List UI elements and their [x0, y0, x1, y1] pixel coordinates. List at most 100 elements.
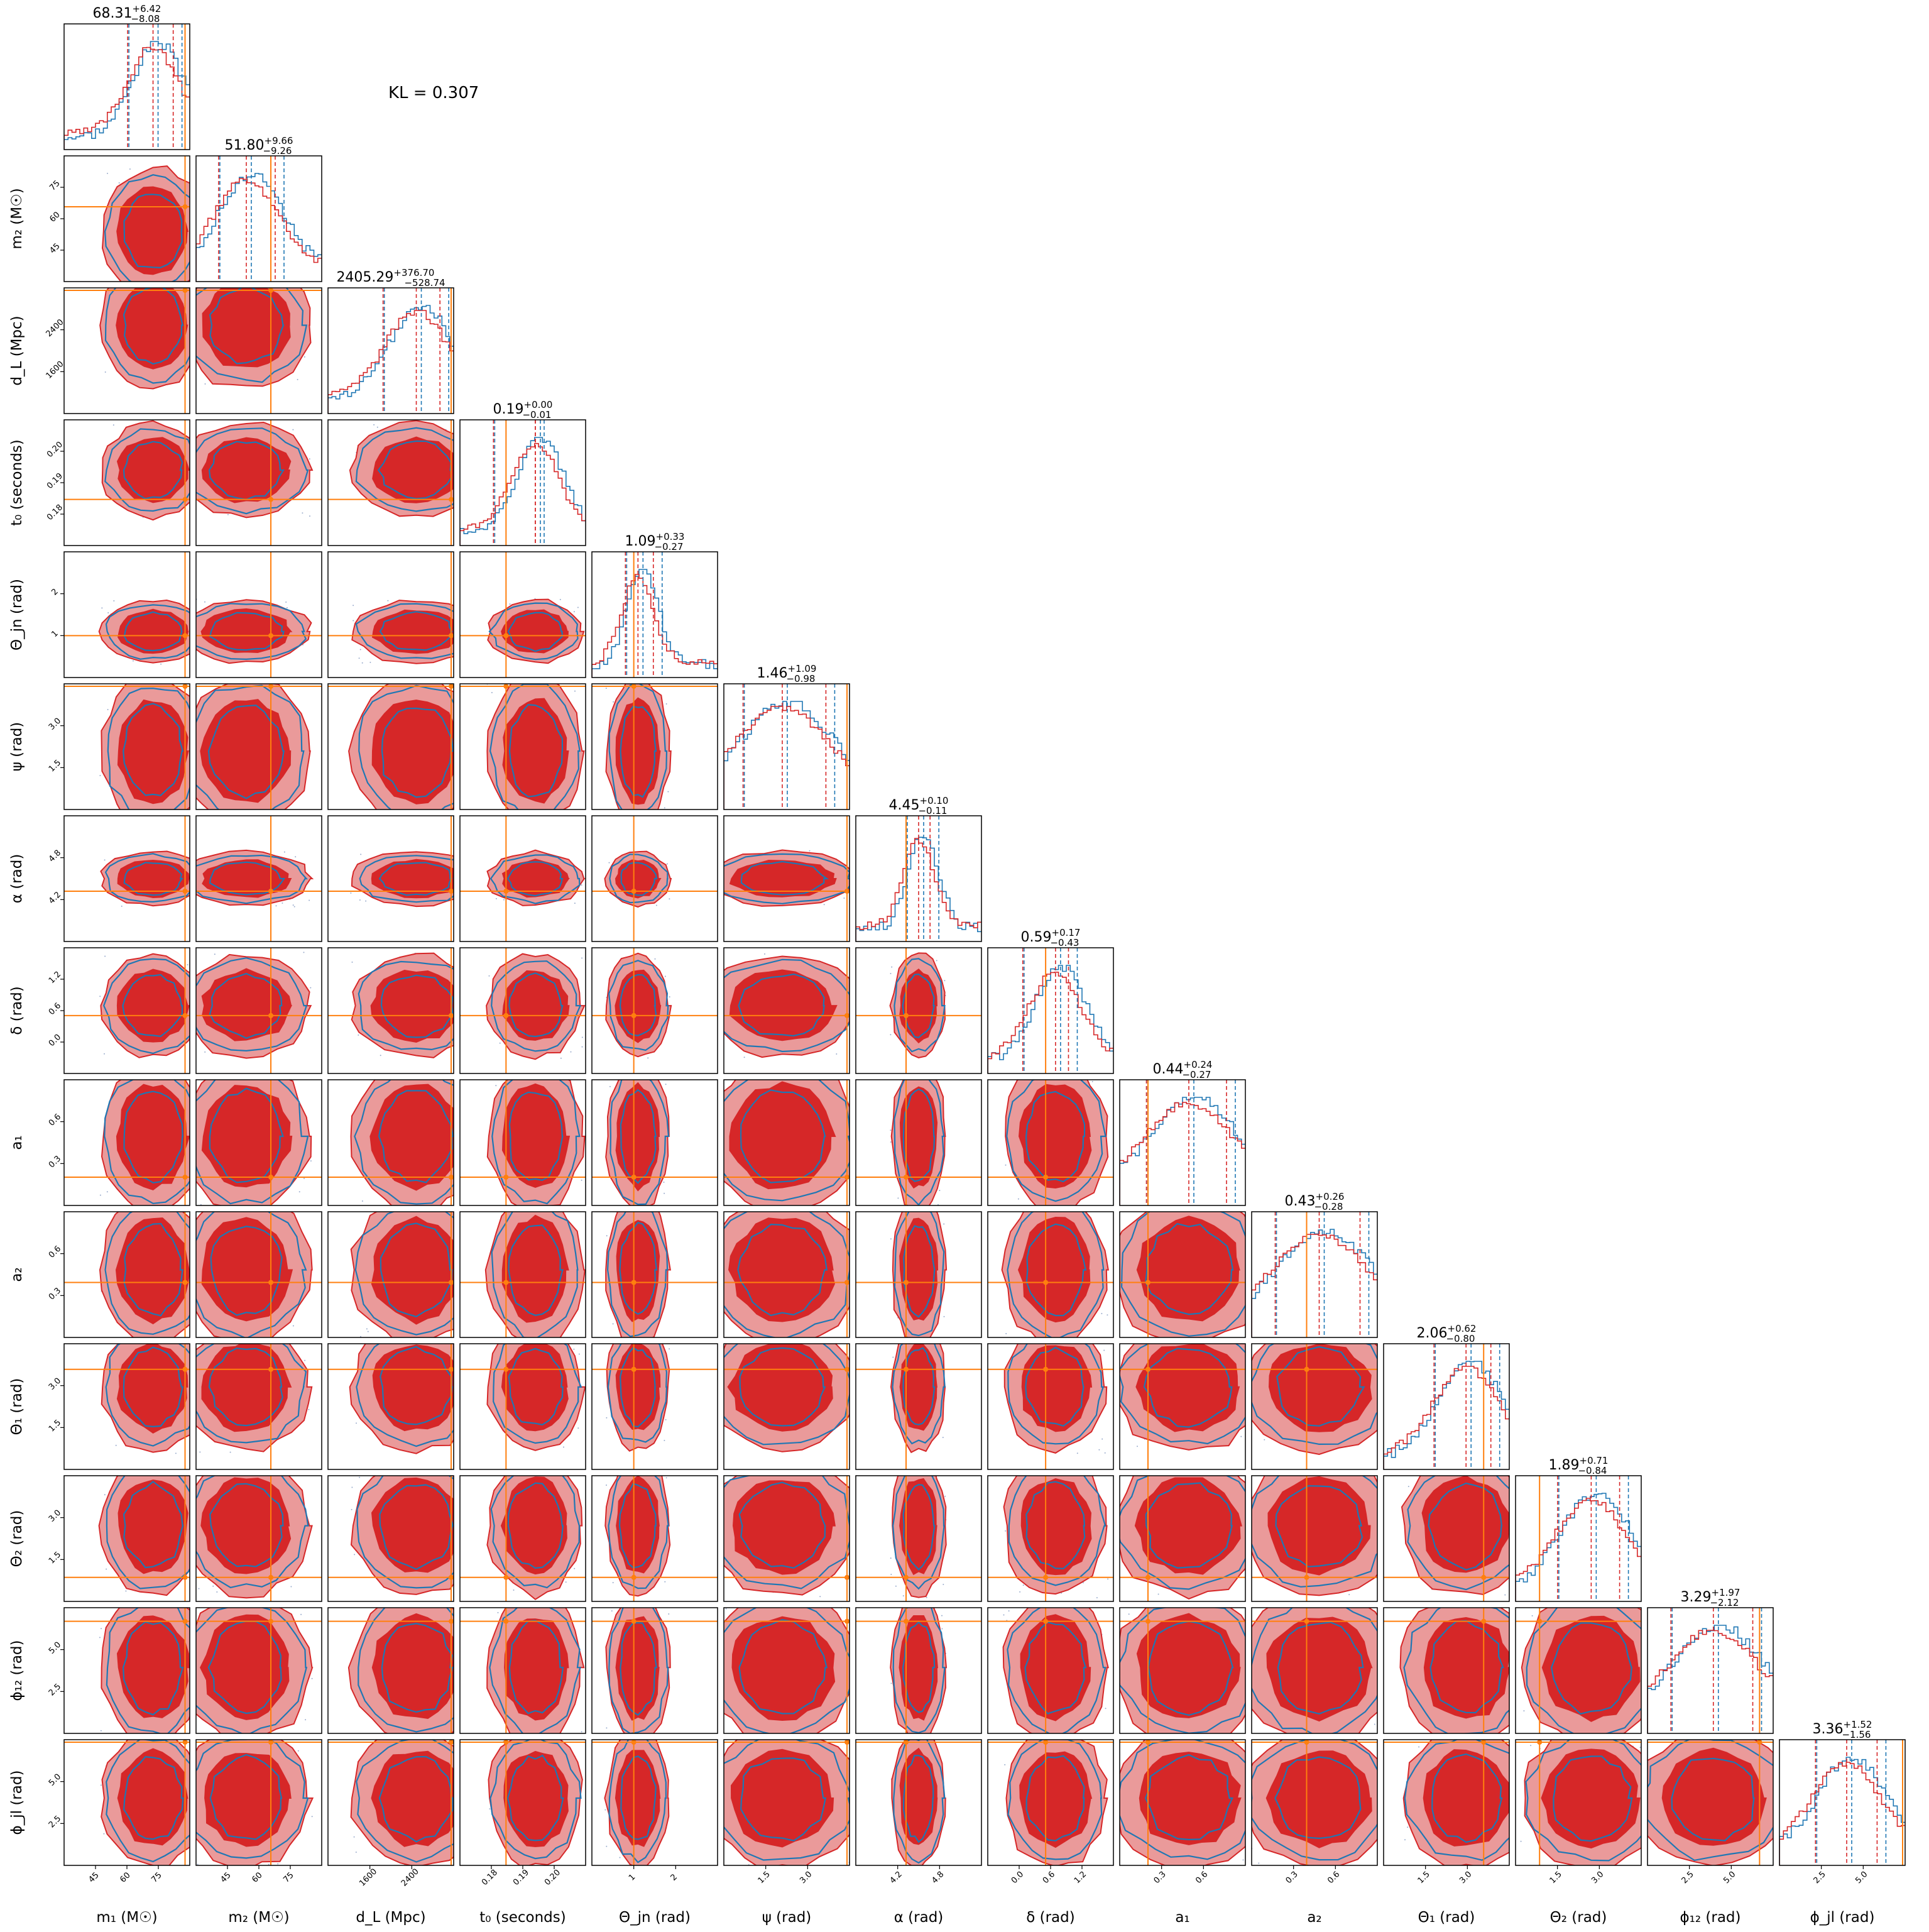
- scatter-point: [606, 1417, 608, 1419]
- contour-inner-blue: [902, 973, 936, 1038]
- panel-frame: [1119, 1607, 1246, 1734]
- scatter-point: [1373, 1327, 1374, 1328]
- x-tick-label: 2400: [400, 1867, 421, 1889]
- y-tick-label: 0.18: [45, 503, 65, 522]
- histogram-red: [1120, 1102, 1245, 1205]
- contour-inner-blue: [1025, 1481, 1086, 1569]
- scatter-point: [134, 1060, 135, 1061]
- y-tick-label: 4.2: [47, 890, 63, 906]
- contour-inner-red: [1134, 1477, 1243, 1575]
- scatter-point: [615, 1339, 616, 1340]
- truth-marker: [631, 1574, 637, 1580]
- scatter-point: [104, 1494, 106, 1496]
- scatter-point: [153, 1738, 155, 1739]
- contour-inner-red: [1423, 1616, 1509, 1719]
- scatter-point: [890, 1682, 892, 1684]
- contour-inner-red: [504, 1618, 569, 1721]
- contour-inner-blue: [1147, 1620, 1234, 1716]
- truth-marker: [631, 1618, 637, 1624]
- x-axis-label-theta_jn: Θ_jn (rad): [619, 1909, 691, 1926]
- contour-outer-blue: [490, 1476, 581, 1589]
- y-tick-label: 3.0: [47, 716, 63, 732]
- contour-inner-red: [729, 859, 837, 897]
- x-tick-label: 2.5: [1680, 1870, 1696, 1885]
- scatter-point: [1513, 1575, 1514, 1576]
- y-tick-label: 0.6: [47, 1244, 63, 1260]
- scatter-point: [613, 701, 615, 703]
- scatter-point: [280, 1074, 281, 1075]
- truth-marker: [1043, 1175, 1049, 1180]
- contour-inner-red: [1139, 1752, 1242, 1845]
- scatter-point: [1395, 1423, 1396, 1424]
- truth-marker: [449, 1574, 454, 1580]
- histogram-theta_jn: 1.09+0.33 −0.27: [591, 531, 718, 678]
- scatter-point: [356, 1422, 357, 1424]
- truth-marker: [182, 288, 188, 293]
- scatter-point: [851, 1759, 853, 1760]
- scatter-point: [1407, 1486, 1409, 1488]
- scatter-point: [898, 1066, 899, 1067]
- contour-alpha-vs-a1: [855, 1066, 982, 1206]
- scatter-point: [892, 1203, 893, 1204]
- contour-inner-red: [899, 968, 937, 1044]
- scatter-point: [766, 1464, 767, 1466]
- truth-marker: [182, 1740, 188, 1745]
- contour-delta-vs-a2: [987, 1211, 1114, 1338]
- panel-frame: [327, 1607, 454, 1734]
- panel-frame: [591, 1211, 718, 1338]
- scatter-point: [309, 1200, 310, 1201]
- contour-outer-blue: [1525, 1740, 1641, 1862]
- contour-outer-blue: [356, 1476, 454, 1589]
- scatter-point: [204, 1334, 205, 1335]
- scatter-point: [574, 903, 576, 904]
- y-tick-label: 2.5: [47, 1682, 63, 1698]
- scatter-point: [248, 674, 249, 675]
- scatter-point: [1004, 1764, 1006, 1765]
- scatter-point: [1512, 1469, 1514, 1470]
- truth-marker: [449, 684, 454, 689]
- scatter-point: [583, 1464, 584, 1466]
- scatter-point: [1091, 1080, 1093, 1082]
- y-axis-label-dL: d_L (Mpc): [9, 316, 25, 385]
- contour-inner-blue: [902, 1483, 936, 1571]
- truth-marker: [503, 1740, 509, 1745]
- scatter-point: [311, 1677, 313, 1679]
- scatter-point: [579, 826, 580, 828]
- panel-frame: [327, 683, 454, 810]
- contour-inner-red: [1017, 1216, 1091, 1323]
- title-minus: −0.27: [654, 541, 683, 552]
- scatter-point: [193, 189, 194, 190]
- scatter-point: [466, 629, 467, 630]
- scatter-point: [1411, 1591, 1412, 1593]
- contour-inner-red: [117, 1748, 189, 1846]
- truth-marker: [268, 889, 274, 894]
- scatter-point: [288, 1067, 289, 1068]
- panel-frame: [591, 1475, 718, 1602]
- contour-alpha-vs-a2: [855, 1203, 982, 1338]
- x-axis-label-a1: a₁: [1175, 1909, 1189, 1926]
- contour-outer-blue: [489, 1740, 582, 1860]
- contour-inner-blue: [378, 862, 453, 896]
- panel-frame: [1515, 1739, 1642, 1866]
- scatter-point: [1221, 1341, 1222, 1342]
- panel-frame: [723, 1607, 850, 1734]
- scatter-point: [1289, 1463, 1291, 1464]
- scatter-point: [191, 1055, 192, 1057]
- scatter-point: [466, 1074, 467, 1075]
- histogram-title: 51.80+9.66 −9.26: [225, 135, 293, 156]
- scatter-point: [639, 1209, 640, 1210]
- contour-psi-vs-phi12: [723, 1607, 850, 1734]
- contour-inner-red: [1268, 1344, 1372, 1432]
- scatter-point: [468, 1727, 469, 1728]
- contour-outer-blue: [1648, 1740, 1773, 1862]
- scatter-point: [457, 998, 459, 999]
- contour-inner-red: [117, 608, 189, 654]
- scatter-point: [1164, 1737, 1165, 1738]
- y-tick-label: 1600: [45, 360, 66, 381]
- x-tick-label: 1.5: [1416, 1870, 1432, 1885]
- x-tick-label: 0.18: [480, 1868, 500, 1887]
- histogram-blue: [988, 965, 1113, 1073]
- x-tick-label: 0.20: [543, 1868, 562, 1887]
- contour-a1-vs-phi12: [1119, 1607, 1246, 1734]
- truth-marker: [182, 1574, 188, 1580]
